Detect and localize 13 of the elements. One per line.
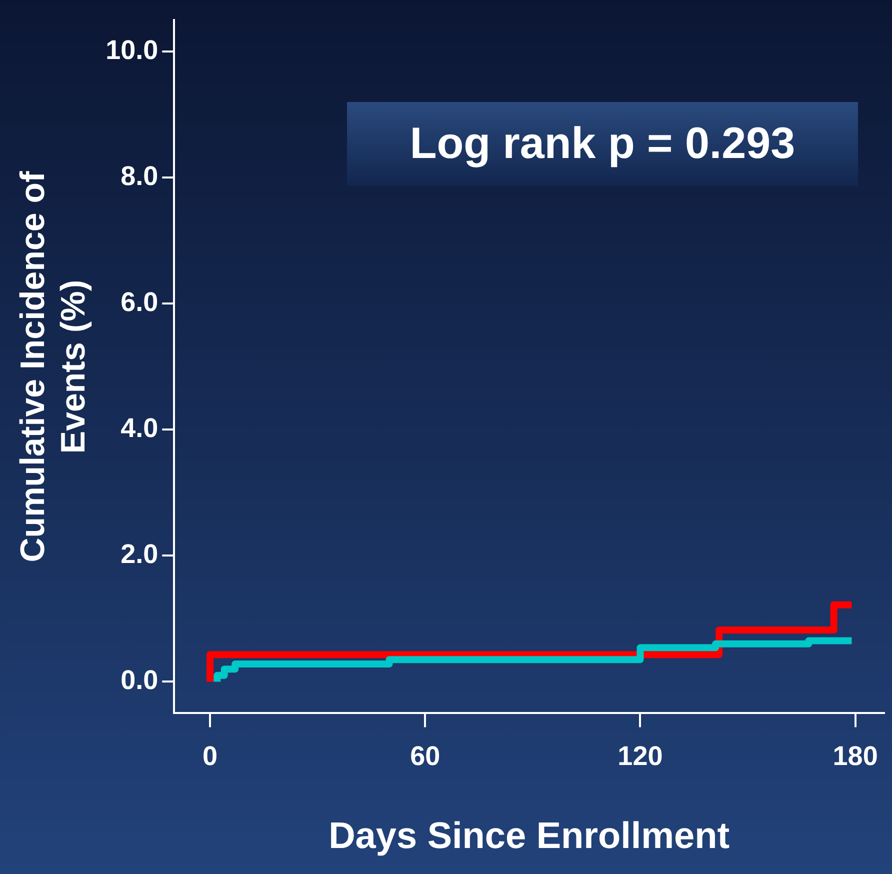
y-tick-label: 10.0 [106,35,158,66]
annotation: Log rank p = 0.293 [347,102,858,186]
x-axis-title: Days Since Enrollment [328,815,730,856]
y-tick-label: 4.0 [120,413,158,444]
y-tick-label: 6.0 [120,287,158,318]
x-tick-label: 0 [202,740,218,771]
y-tick-label: 8.0 [120,161,158,192]
y-tick-label: 2.0 [120,539,158,570]
y-axis-title: Cumulative Incidence of Events (%) [14,170,93,562]
x-tick-label: 120 [618,740,663,771]
x-tick-label: 60 [410,740,440,771]
x-tick-label: 180 [832,740,878,771]
y-tick-label: 0.0 [120,665,158,696]
